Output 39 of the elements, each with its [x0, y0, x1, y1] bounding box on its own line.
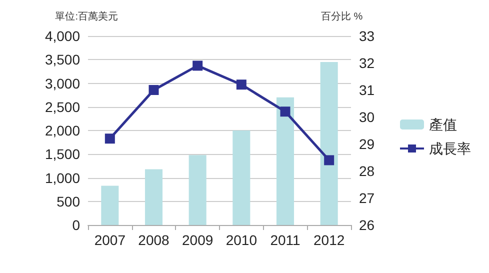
point [236, 80, 246, 90]
x-tick-label: 2010 [226, 232, 258, 248]
bar [232, 130, 250, 225]
y-tick-label: 4,000 [44, 28, 80, 44]
point [192, 60, 203, 71]
y-tick-label: 3,500 [44, 52, 80, 68]
bar [188, 155, 206, 225]
x-tick-label: 2007 [94, 232, 126, 248]
x-tick-label: 2012 [314, 232, 345, 248]
x-tick-label: 2008 [138, 232, 170, 248]
point [148, 85, 159, 95]
y2-tick-label: 28 [359, 163, 375, 179]
bar [101, 186, 119, 225]
y-tick-label: 1,000 [44, 170, 80, 186]
y2-tick-label: 33 [359, 28, 375, 44]
legend-label: 產值 [429, 116, 457, 132]
point [104, 134, 115, 144]
y2-tick-label: 29 [359, 136, 375, 152]
y2-tick-label: 30 [359, 109, 375, 125]
legend-label: 成長率 [429, 140, 471, 156]
y2-tick-label: 31 [359, 82, 375, 98]
x-tick-label: 2011 [270, 232, 301, 248]
y-tick-label: 0 [72, 217, 80, 233]
y2-axis-title: 百分比 % [321, 10, 363, 22]
y-tick-label: 1,500 [44, 146, 80, 162]
y2-tick-label: 27 [359, 190, 375, 206]
bar [320, 62, 338, 225]
y-axis-title: 單位:百萬美元 [55, 10, 118, 22]
bar [144, 169, 163, 225]
point [324, 155, 334, 166]
point [280, 106, 290, 117]
y-tick-label: 3,000 [44, 75, 80, 92]
y-tick-label: 2,000 [44, 122, 80, 138]
y-tick-label: 2,500 [44, 98, 80, 115]
y2-tick-label: 26 [359, 217, 375, 233]
y2-tick-label: 32 [359, 55, 375, 71]
bar [276, 97, 294, 225]
x-tick-label: 2009 [182, 232, 214, 248]
y-tick-label: 500 [56, 193, 80, 210]
